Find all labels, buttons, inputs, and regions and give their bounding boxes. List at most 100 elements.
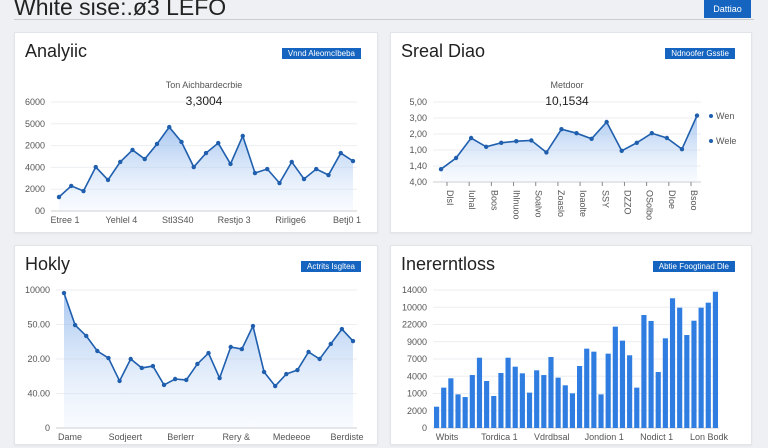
data-point <box>326 172 331 178</box>
panel-hourly: Hokly Actrits Isgltea 0 40.00 20.00 50.00 10… <box>14 245 378 445</box>
bar <box>662 338 668 428</box>
series-line <box>440 115 698 170</box>
x-tick-label: Wbits <box>436 432 459 442</box>
chart-subtitle: Ton Aichbardecrbie <box>166 80 243 90</box>
panel-analytics: Analyiic Vnnd AleomcIbeba 00 2000 4000 2000… <box>14 32 378 233</box>
panel-title: Hokly <box>25 254 71 274</box>
bar <box>462 397 468 428</box>
data-point <box>301 176 307 182</box>
y-tick-label: 3,00 <box>409 113 427 123</box>
chart-subtitle: Metdoor <box>550 80 583 90</box>
x-tick-label: Tordica 1 <box>481 432 518 442</box>
data-point <box>105 177 111 183</box>
data-point <box>679 147 685 152</box>
data-point <box>252 170 258 176</box>
data-point <box>529 138 534 143</box>
y-tick-label: 7000 <box>407 354 427 364</box>
y-tick-label: 2000 <box>407 406 427 416</box>
x-tick-label: Berdiste <box>330 432 363 442</box>
bar <box>684 335 690 428</box>
x-tick-label: Dame <box>58 432 82 442</box>
chart-svg: 0 2000 1000 4000 7000 9000 22000 10000 14000 Wbit… <box>402 285 729 442</box>
data-point <box>191 164 196 170</box>
x-tick-label: SSY <box>600 190 610 208</box>
bar <box>677 307 683 428</box>
data-point <box>284 371 289 377</box>
x-tick-label: Medeeoe <box>273 432 311 442</box>
y-tick-label: 2,00 <box>409 129 427 139</box>
bar <box>469 375 475 428</box>
data-point <box>228 344 233 350</box>
bar <box>619 340 626 428</box>
bar <box>712 291 718 428</box>
y-tick-label: 14000 <box>402 285 427 295</box>
data-point <box>559 127 564 132</box>
data-point <box>306 349 311 355</box>
y-tick-label: 1,00 <box>409 145 427 155</box>
x-tick-label: Sodjeert <box>109 432 143 442</box>
bar <box>598 394 604 428</box>
area-fill <box>64 293 353 428</box>
legend-marker <box>709 139 713 143</box>
data-point <box>128 356 133 362</box>
bar <box>555 377 561 428</box>
data-point <box>161 382 167 388</box>
data-point <box>95 348 100 354</box>
data-point <box>56 194 62 200</box>
panel-badge-button[interactable]: Vnnd AleomcIbeba <box>281 48 361 59</box>
legend-marker <box>709 114 713 118</box>
x-tick-label: Soalvo <box>534 190 544 218</box>
x-tick-label: Yehlel 4 <box>106 215 138 225</box>
area-fill <box>441 115 697 182</box>
y-tick-label: 40.00 <box>27 389 50 399</box>
y-tick-label: 5000 <box>25 119 45 129</box>
bar <box>705 302 711 428</box>
y-tick-label: 4000 <box>25 162 45 172</box>
data-point <box>172 376 178 382</box>
bar <box>648 320 654 428</box>
bar <box>448 378 454 428</box>
data-point <box>93 164 98 170</box>
data-point <box>483 144 489 149</box>
x-tick-label: DlsI <box>445 190 455 206</box>
legend-label: Wele <box>716 136 736 146</box>
x-tick-label: Lon Bodk <box>690 432 729 442</box>
y-tick-label: 22000 <box>402 320 427 330</box>
area-fill <box>59 127 353 211</box>
bar <box>634 387 640 428</box>
header-button[interactable]: Dattiao <box>704 0 751 18</box>
panel-badge-button[interactable]: Ndnoofer Gsstie <box>665 48 735 59</box>
chart-svg: 00 2000 4000 2000 5000 6000 Ton Aichbardecrbie… <box>25 80 361 225</box>
data-point <box>228 161 233 167</box>
panel-badge-button[interactable]: Abtie Foogtinad Dle <box>652 261 735 272</box>
y-tick-label: 20.00 <box>27 354 50 364</box>
bar <box>577 365 583 428</box>
data-point <box>664 135 670 141</box>
data-point <box>265 166 270 172</box>
data-point <box>694 113 700 118</box>
x-tick-label: Iuhal <box>467 190 477 210</box>
data-point <box>589 136 594 141</box>
bar <box>569 393 575 428</box>
chart-svg: 4,00 1,40 1,00 2,00 3,00 5,00 Metdoor 10,1534 Dl… <box>409 80 736 220</box>
data-point <box>179 139 184 145</box>
x-tick-label: Vdrdbsal <box>534 432 570 442</box>
data-point <box>619 148 624 153</box>
x-tick-label: Rery & <box>222 432 250 442</box>
y-tick-label: 10000 <box>25 285 50 295</box>
x-tick-label: Nodict 1 <box>640 432 673 442</box>
x-tick-label: OSolbo <box>645 190 655 220</box>
bar <box>691 320 697 428</box>
data-point <box>84 333 89 339</box>
data-point <box>574 131 579 136</box>
data-point <box>217 375 222 381</box>
x-tick-label: DZZO <box>622 190 632 214</box>
bar <box>655 372 661 428</box>
data-point <box>438 167 444 172</box>
data-point <box>154 141 160 147</box>
y-tick-label: 1,40 <box>409 161 427 171</box>
data-point <box>216 140 221 146</box>
bar <box>548 357 554 428</box>
bar <box>498 372 504 428</box>
panel-badge-button[interactable]: Actrits Isgltea <box>300 261 361 272</box>
